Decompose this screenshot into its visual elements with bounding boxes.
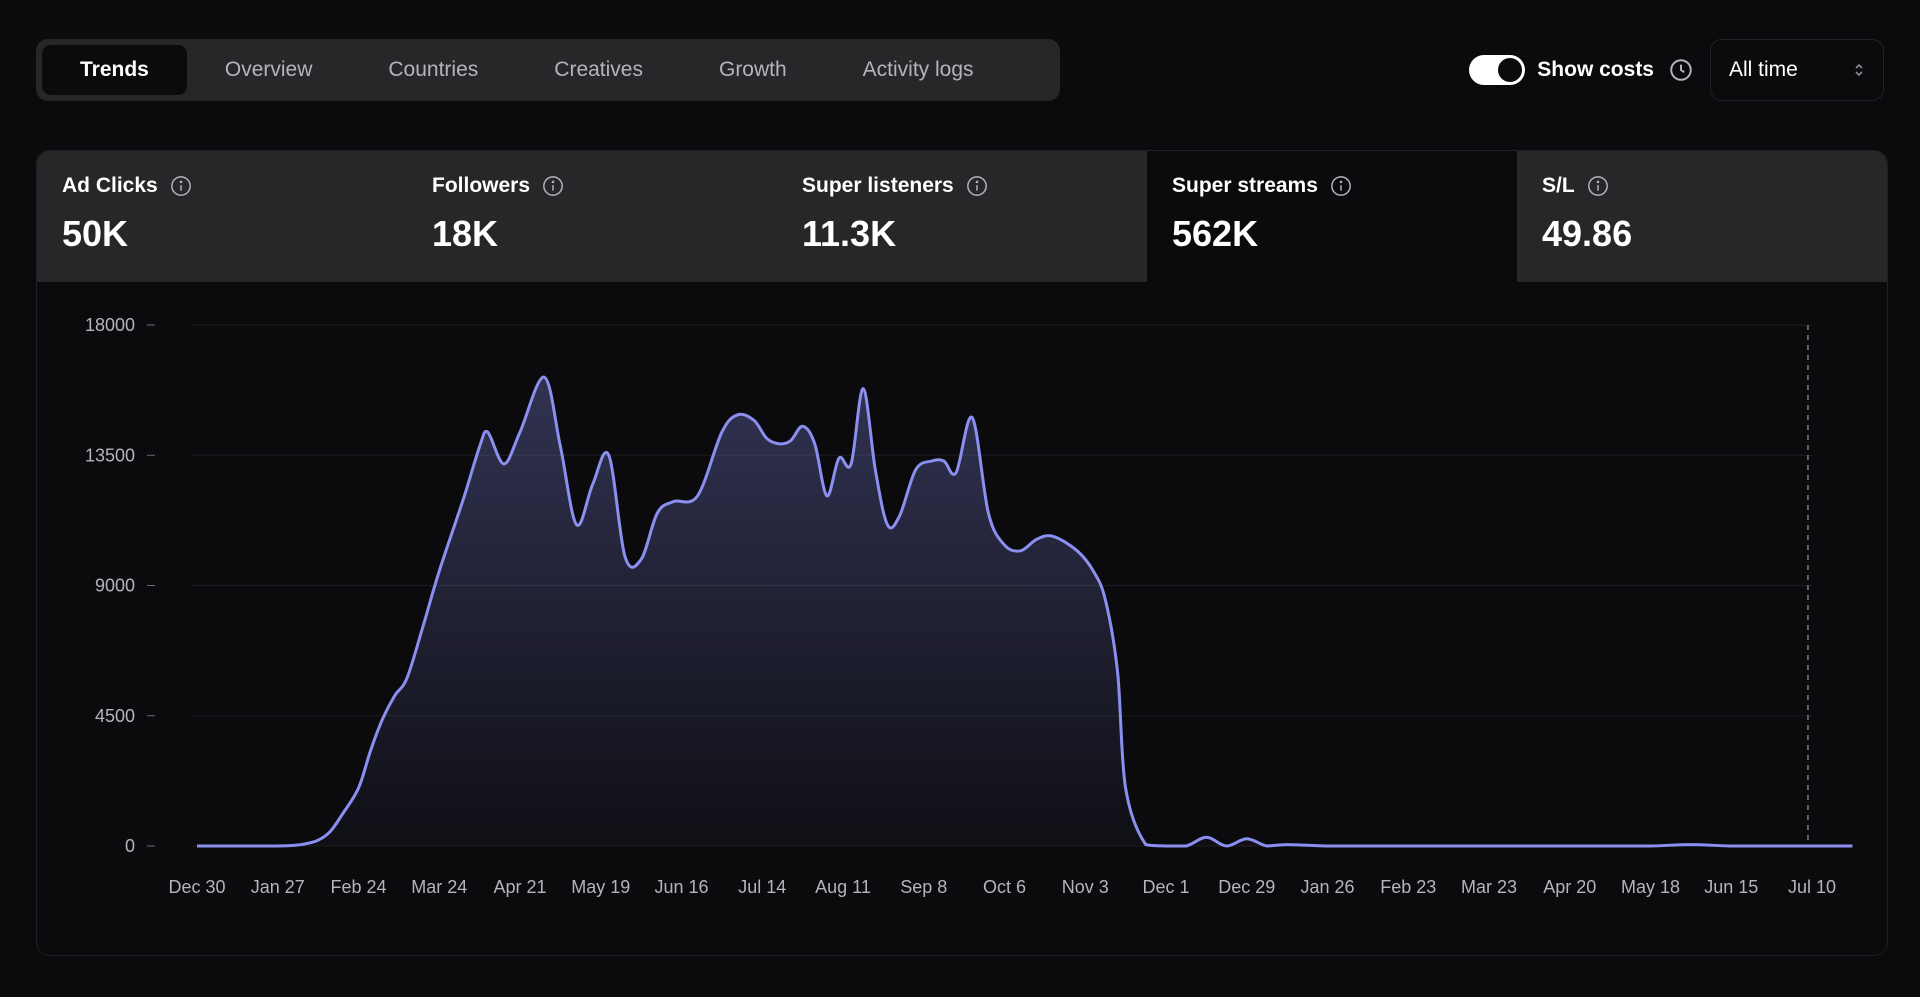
tab-trends[interactable]: Trends [42,45,187,95]
metric-value: 562K [1172,213,1259,254]
metric-label: Followers [432,174,531,197]
metric-value: 18K [432,213,499,254]
metric-label: Ad Clicks [62,174,158,197]
x-tick-label: Apr 21 [493,877,546,897]
y-tick-label: 0 [125,836,135,856]
tab-bar: Trends Overview Countries Creatives Grow… [36,39,1060,101]
y-axis: 0 4500 9000 13500 18000 [85,315,155,856]
x-tick-label: Oct 6 [983,877,1026,897]
tab-countries[interactable]: Countries [388,58,479,81]
x-tick-label: Dec 30 [168,877,225,897]
header-controls: Show costs All time [1469,39,1884,101]
x-tick-label: Mar 23 [1461,877,1517,897]
x-tick-label: Jul 14 [738,877,786,897]
x-tick-label: Jun 16 [654,877,708,897]
x-tick-label: Feb 24 [330,877,386,897]
y-tick-label: 9000 [95,576,135,596]
area-chart[interactable]: 0 4500 9000 13500 18000 Dec 30 Jan 27 Feb 24 Ma… [37,282,1887,952]
x-tick-label: Apr 20 [1543,877,1596,897]
time-range-select[interactable]: All time [1710,39,1884,101]
x-tick-label: Aug 11 [815,877,871,897]
x-tick-label: Dec 1 [1142,877,1189,897]
series-area [197,377,1853,846]
trends-card: Ad Clicks 50K Followers 18K Super listen… [36,150,1888,956]
x-tick-label: Jul 10 [1788,877,1836,897]
x-tick-label: May 18 [1621,877,1680,897]
x-tick-label: May 19 [571,877,630,897]
metric-label: S/L [1542,174,1575,197]
info-icon[interactable] [966,175,988,197]
tab-overview[interactable]: Overview [224,58,313,81]
x-tick-label: Mar 24 [411,877,467,897]
clock-icon[interactable] [1668,57,1694,83]
info-icon[interactable] [1330,175,1352,197]
series-line [196,375,1853,848]
metric-s-l[interactable]: S/L 49.86 [1517,151,1887,282]
x-tick-label: Jan 26 [1300,877,1354,897]
metric-label: Super streams [1172,174,1318,197]
metric-row: Ad Clicks 50K Followers 18K Super listen… [37,151,1887,282]
metric-value: 50K [62,213,129,254]
info-icon[interactable] [170,175,192,197]
x-tick-label: Sep 8 [900,877,947,897]
x-tick-label: Dec 29 [1218,877,1275,897]
info-icon[interactable] [1587,175,1609,197]
metric-followers[interactable]: Followers 18K [407,151,777,282]
metric-super-listeners[interactable]: Super listeners 11.3K [777,151,1147,282]
tab-creatives[interactable]: Creatives [554,58,643,81]
y-tick-label: 4500 [95,706,135,726]
show-costs-toggle[interactable] [1469,55,1526,85]
metric-value: 49.86 [1542,213,1633,254]
time-range-value: All time [1729,58,1798,81]
metric-label: Super listeners [802,174,954,197]
y-tick-label: 13500 [85,445,135,465]
show-costs-label: Show costs [1537,58,1654,81]
x-axis: Dec 30 Jan 27 Feb 24 Mar 24 Apr 21 May 19 Jun … [168,877,1836,897]
chevron-updown-icon [1855,63,1863,77]
metric-value: 11.3K [802,213,897,254]
info-icon[interactable] [542,175,564,197]
x-tick-label: Nov 3 [1062,877,1109,897]
metric-super-streams[interactable]: Super streams 562K [1147,151,1517,282]
metric-ad-clicks[interactable]: Ad Clicks 50K [37,151,407,282]
x-tick-label: Jun 15 [1704,877,1758,897]
tab-growth[interactable]: Growth [718,58,787,81]
toggle-knob [1498,58,1523,82]
x-tick-label: Feb 23 [1380,877,1436,897]
y-tick-label: 18000 [85,315,135,335]
tab-activity-logs[interactable]: Activity logs [862,58,974,81]
x-tick-label: Jan 27 [251,877,305,897]
